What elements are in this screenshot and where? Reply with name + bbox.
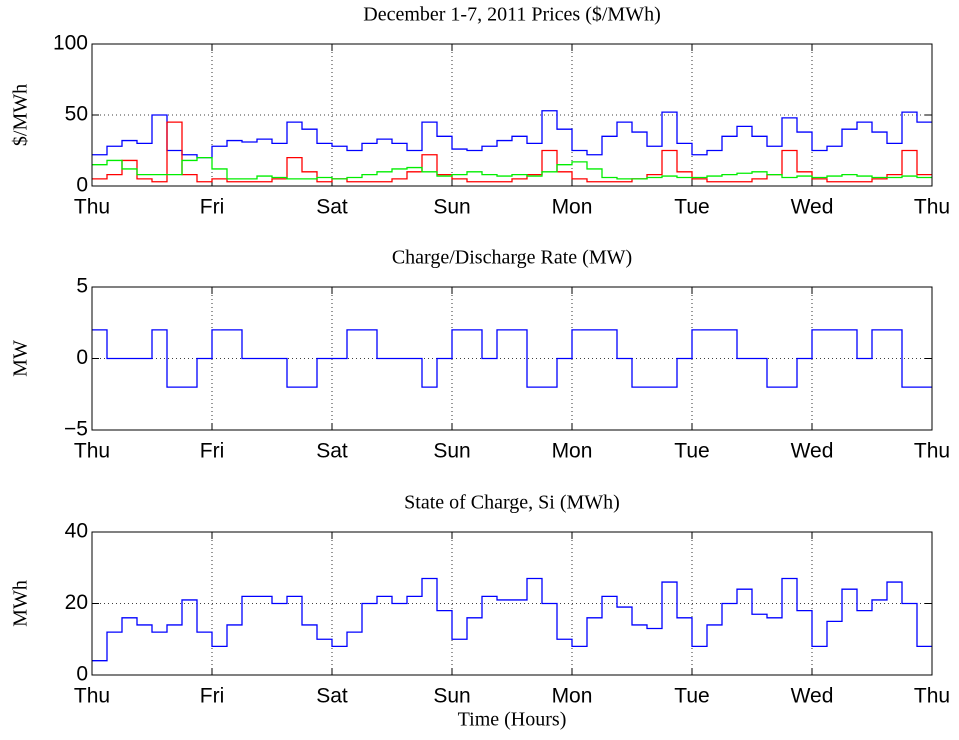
y-tick-label: 5	[76, 275, 88, 298]
y-tick-label: −5	[64, 418, 88, 441]
plot-frame	[91, 286, 933, 431]
x-tick-label: Wed	[791, 685, 834, 708]
chart-title: State of Charge, Si (MWh)	[404, 492, 620, 514]
x-tick-label: Mon	[552, 685, 593, 708]
x-tick-label: Thu	[74, 440, 110, 463]
x-tick-label: Wed	[791, 440, 834, 463]
x-tick-label: Thu	[914, 440, 950, 463]
y-tick-label: 100	[53, 32, 88, 55]
x-tick-label: Wed	[791, 196, 834, 219]
series-line	[92, 121, 932, 183]
x-tick-label: Tue	[674, 196, 709, 219]
x-tick-label: Sun	[433, 196, 470, 219]
x-tick-label: Sat	[316, 440, 348, 463]
x-tick-label: Fri	[200, 440, 225, 463]
y-axis-label: MWh	[10, 580, 32, 627]
series-line	[92, 329, 932, 388]
x-tick-label: Thu	[74, 685, 110, 708]
x-tick-label: Sat	[316, 196, 348, 219]
x-tick-label: Mon	[552, 196, 593, 219]
x-tick-label: Sun	[433, 440, 470, 463]
plot-frame	[91, 531, 933, 676]
x-tick-label: Tue	[674, 440, 709, 463]
series-line	[92, 156, 932, 180]
chart-title: Charge/Discharge Rate (MW)	[392, 247, 632, 269]
chart-title: December 1-7, 2011 Prices ($/MWh)	[363, 4, 661, 26]
x-tick-label: Sun	[433, 685, 470, 708]
y-tick-label: 0	[76, 174, 88, 197]
x-tick-label: Fri	[200, 196, 225, 219]
plot-frame	[91, 43, 933, 187]
y-tick-label: 0	[76, 663, 88, 686]
y-axis-label: $/MWh	[10, 84, 32, 146]
y-axis-label: MW	[10, 340, 32, 377]
x-tick-label: Fri	[200, 685, 225, 708]
x-tick-label: Thu	[74, 196, 110, 219]
y-tick-label: 20	[65, 591, 88, 614]
series-line	[92, 577, 932, 662]
x-tick-label: Thu	[914, 685, 950, 708]
series-line	[92, 110, 932, 159]
x-tick-label: Thu	[914, 196, 950, 219]
x-axis-label: Time (Hours)	[458, 709, 567, 731]
x-tick-label: Tue	[674, 685, 709, 708]
x-tick-label: Sat	[316, 685, 348, 708]
y-tick-label: 0	[76, 346, 88, 369]
y-tick-label: 50	[65, 103, 88, 126]
y-tick-label: 40	[65, 520, 88, 543]
x-tick-label: Mon	[552, 440, 593, 463]
